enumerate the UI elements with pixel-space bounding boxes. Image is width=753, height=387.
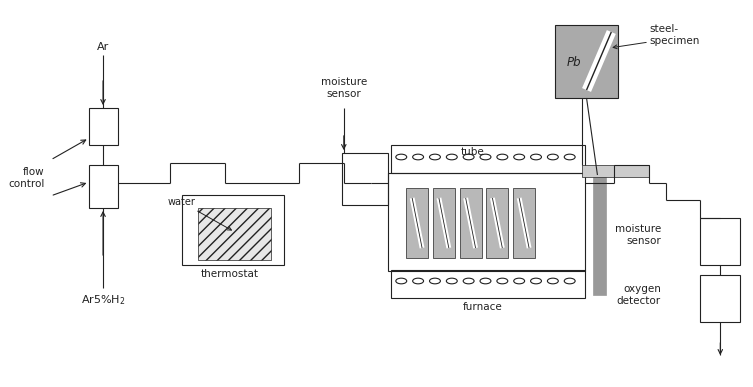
- Text: tube: tube: [461, 147, 484, 157]
- Bar: [89, 165, 118, 208]
- Text: water: water: [167, 197, 231, 230]
- Text: flow
control: flow control: [8, 167, 44, 189]
- Bar: [342, 153, 389, 205]
- Text: thermostat: thermostat: [201, 269, 259, 279]
- Text: oxygen
detector: oxygen detector: [617, 284, 661, 306]
- Text: Ar5%H$_2$: Ar5%H$_2$: [81, 293, 125, 307]
- Bar: [433, 188, 455, 258]
- Bar: [392, 270, 584, 298]
- Text: moisture
sensor: moisture sensor: [321, 77, 367, 99]
- Bar: [389, 173, 584, 271]
- Bar: [89, 108, 118, 145]
- Text: furnace: furnace: [462, 302, 502, 312]
- Bar: [182, 195, 285, 265]
- Bar: [460, 188, 481, 258]
- Bar: [555, 25, 618, 98]
- Text: Ar: Ar: [97, 42, 109, 52]
- Bar: [198, 208, 272, 260]
- Bar: [514, 188, 535, 258]
- Bar: [700, 275, 740, 322]
- Text: moisture
sensor: moisture sensor: [614, 224, 661, 246]
- Bar: [392, 145, 584, 173]
- Bar: [486, 188, 508, 258]
- Bar: [406, 188, 428, 258]
- Bar: [581, 165, 649, 177]
- Bar: [593, 175, 606, 295]
- Text: Pb: Pb: [567, 55, 581, 68]
- Text: steel-
specimen: steel- specimen: [649, 24, 700, 46]
- Bar: [700, 218, 740, 265]
